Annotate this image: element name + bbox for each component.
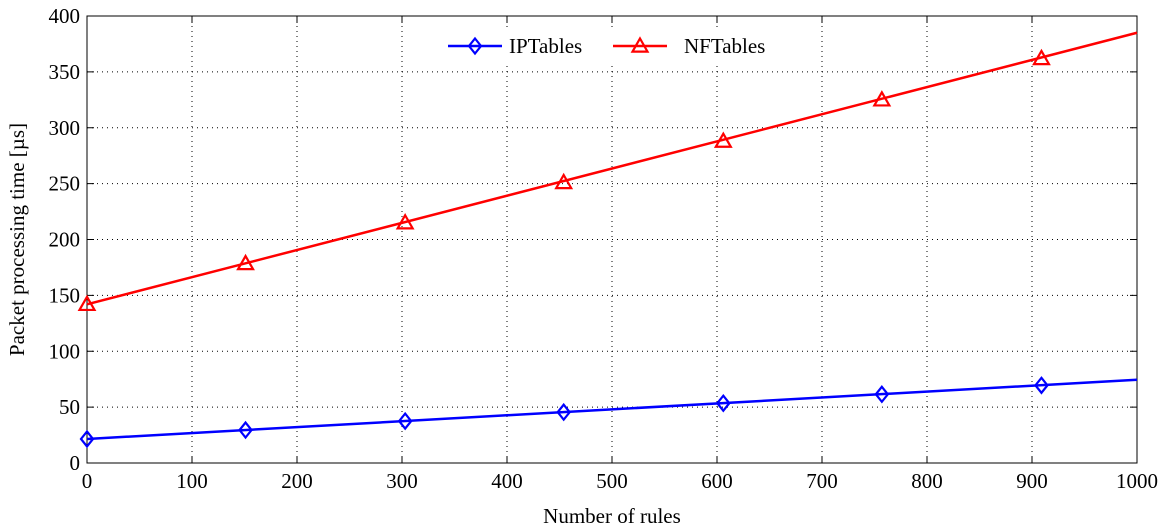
series-iptables	[79, 376, 1138, 449]
data-point-iptables	[1034, 376, 1049, 395]
data-point-nftables	[872, 90, 892, 107]
x-tick-label: 300	[386, 469, 418, 493]
legend-label-iptables: IPTables	[509, 34, 582, 58]
x-tick-label: 0	[82, 469, 93, 493]
legend-label-nftables: NFTables	[684, 34, 765, 58]
y-axis-label: Packet processing time [µs]	[5, 123, 29, 356]
series-layer	[77, 31, 1138, 449]
data-point-nftables	[395, 213, 415, 230]
y-tick-label: 100	[49, 339, 81, 363]
axis-ticks: 0 100 200 300 400 500 600 700 800 900 1000 0 50 100 15…	[49, 4, 1159, 493]
x-tick-label: 1000	[1116, 469, 1158, 493]
data-point-nftables	[236, 253, 255, 271]
y-tick-label: 250	[49, 172, 81, 196]
data-point-nftables	[77, 294, 97, 312]
x-tick-label: 600	[701, 469, 733, 493]
x-tick-label: 200	[281, 469, 313, 493]
legend: IPTables NFTables	[444, 30, 784, 62]
data-point-iptables	[556, 402, 572, 422]
x-axis-label: Number of rules	[543, 504, 681, 528]
data-point-nftables	[554, 172, 574, 190]
x-tick-label: 400	[491, 469, 523, 493]
data-point-iptables	[874, 385, 890, 404]
x-tick-label: 700	[806, 469, 838, 493]
data-point-iptables	[238, 420, 253, 440]
y-tick-label: 150	[49, 283, 81, 307]
x-tick-label: 900	[1016, 469, 1048, 493]
legend-marker-nftables	[630, 36, 650, 53]
y-tick-label: 300	[49, 116, 81, 140]
grid-lines	[87, 16, 1137, 463]
x-tick-label: 100	[176, 469, 208, 493]
y-tick-label: 200	[49, 228, 81, 252]
y-tick-label: 350	[49, 60, 81, 84]
series-nftables	[77, 31, 1138, 312]
data-point-iptables	[397, 411, 413, 431]
y-tick-label: 400	[49, 4, 81, 28]
data-point-iptables	[715, 393, 731, 413]
series-line-nftables	[86, 31, 1138, 306]
x-tick-label: 800	[911, 469, 943, 493]
data-point-nftables	[1032, 48, 1051, 66]
legend-marker-iptables	[467, 36, 483, 56]
y-tick-label: 0	[70, 451, 81, 475]
x-tick-label: 500	[596, 469, 628, 493]
data-point-nftables	[713, 131, 733, 148]
data-point-iptables	[79, 429, 95, 449]
series-line-iptables	[86, 378, 1138, 441]
y-tick-label: 50	[59, 395, 80, 419]
